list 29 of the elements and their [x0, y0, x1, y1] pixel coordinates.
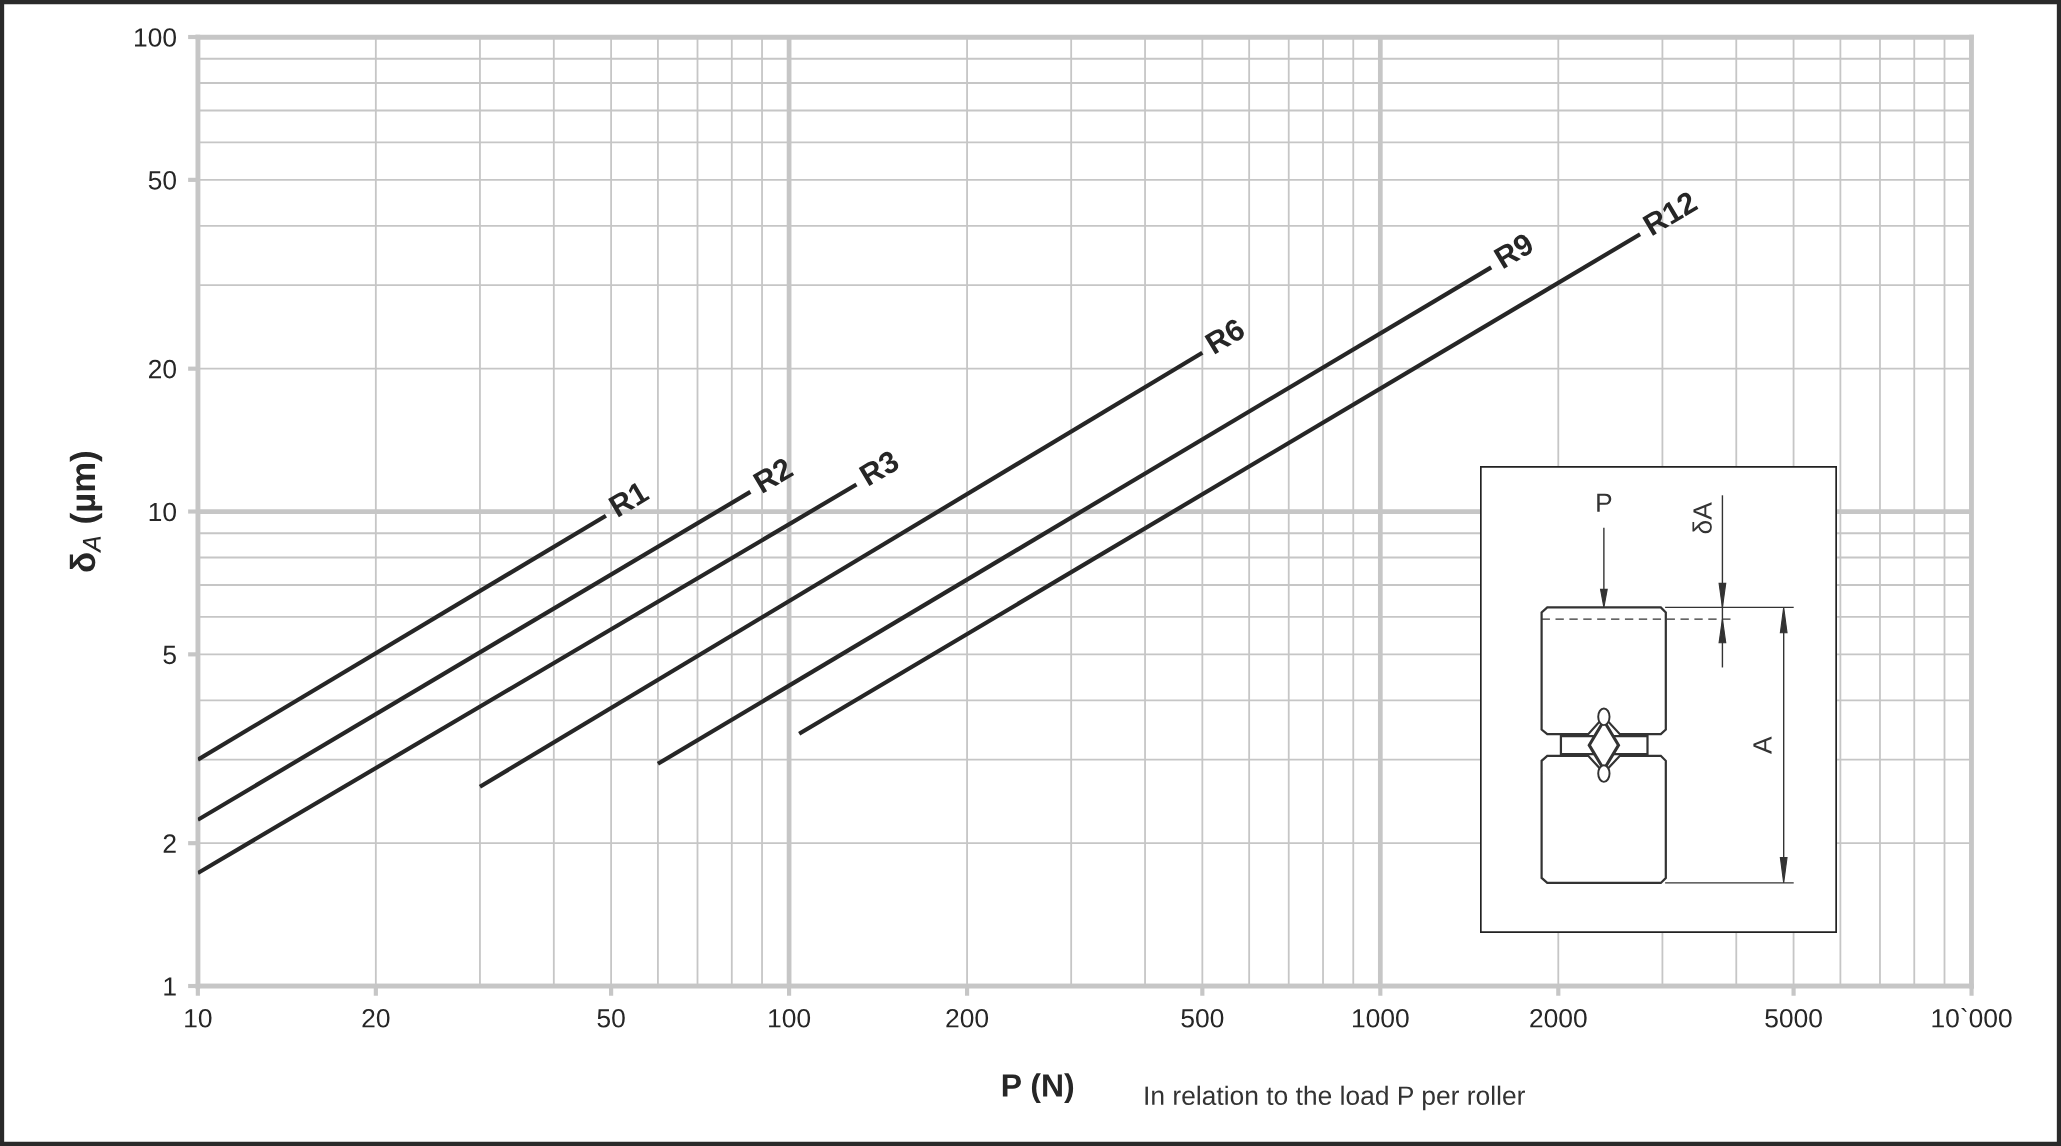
y-tick-label: 2: [163, 834, 176, 853]
text: R12: [1642, 190, 1699, 236]
x-tick-label: 20: [362, 1008, 390, 1028]
annotation: A: [1753, 736, 1772, 754]
x-tick-label: 50: [597, 1008, 625, 1028]
y-tick-label: 1: [164, 977, 176, 996]
y-tick-label: 10: [149, 502, 176, 522]
text: R1: [608, 480, 650, 518]
text: R2: [752, 456, 795, 494]
x-tick-label: 10`000: [1932, 1007, 2012, 1028]
y-tick-label: 100: [135, 28, 176, 47]
x-tick-label: 1000: [1352, 1008, 1409, 1028]
x-tick-label: 2000: [1530, 1008, 1587, 1028]
y-tick-label: 20: [149, 359, 176, 379]
y-axis-title: δ$_{A}$ (µm): [69, 452, 103, 572]
y-tick-label: 50: [148, 170, 176, 190]
x-axis-title: P (N): [1002, 1073, 1074, 1104]
text: R3: [858, 449, 901, 487]
text: In relation to the load P per roller: [1145, 1085, 1525, 1111]
annotation: δA: [1692, 502, 1712, 534]
text: R9: [1493, 232, 1536, 270]
x-tick-label: 100: [769, 1008, 811, 1028]
x-tick-label: 10: [185, 1008, 212, 1028]
annotation: P: [1597, 493, 1612, 512]
text: R6: [1204, 317, 1247, 355]
x-tick-label: 5000: [1765, 1008, 1822, 1028]
x-tick-label: 500: [1181, 1008, 1224, 1028]
x-tick-label: 200: [946, 1008, 989, 1028]
y-tick-label: 5: [163, 645, 176, 665]
